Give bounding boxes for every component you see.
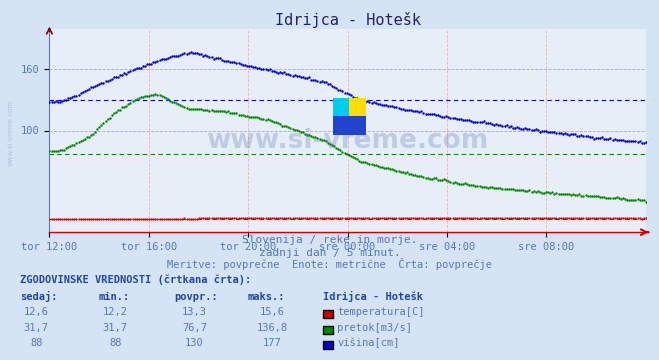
Text: 15,6: 15,6 [260,307,285,318]
Text: temperatura[C]: temperatura[C] [337,307,425,318]
Text: 31,7: 31,7 [103,323,128,333]
Text: 13,3: 13,3 [182,307,207,318]
Bar [349,98,366,116]
Text: višina[cm]: višina[cm] [337,338,400,348]
Text: 12,6: 12,6 [24,307,49,318]
Bar [333,98,349,116]
Text: zadnji dan / 5 minut.: zadnji dan / 5 minut. [258,248,401,258]
Text: 88: 88 [30,338,42,348]
Text: 177: 177 [263,338,281,348]
Bar [333,116,366,135]
Text: sedaj:: sedaj: [20,291,57,302]
Text: min.:: min.: [99,292,130,302]
Text: povpr.:: povpr.: [175,292,218,302]
Text: 12,2: 12,2 [103,307,128,318]
Text: 88: 88 [109,338,121,348]
Text: ZGODOVINSKE VREDNOSTI (črtkana črta):: ZGODOVINSKE VREDNOSTI (črtkana črta): [20,274,251,285]
Text: 130: 130 [185,338,204,348]
Text: www.si-vreme.com: www.si-vreme.com [206,128,489,154]
Text: pretok[m3/s]: pretok[m3/s] [337,323,413,333]
Text: 76,7: 76,7 [182,323,207,333]
Text: Idrijca - Hotešk: Idrijca - Hotešk [323,291,423,302]
Text: Meritve: povprečne  Enote: metrične  Črta: povprečje: Meritve: povprečne Enote: metrične Črta:… [167,258,492,270]
Text: Slovenija / reke in morje.: Slovenija / reke in morje. [242,235,417,245]
Title: Idrijca - Hotešk: Idrijca - Hotešk [275,12,420,28]
Text: maks.:: maks.: [247,292,285,302]
Text: 136,8: 136,8 [256,323,288,333]
Text: www.si-vreme.com: www.si-vreme.com [8,100,14,166]
Text: 31,7: 31,7 [24,323,49,333]
